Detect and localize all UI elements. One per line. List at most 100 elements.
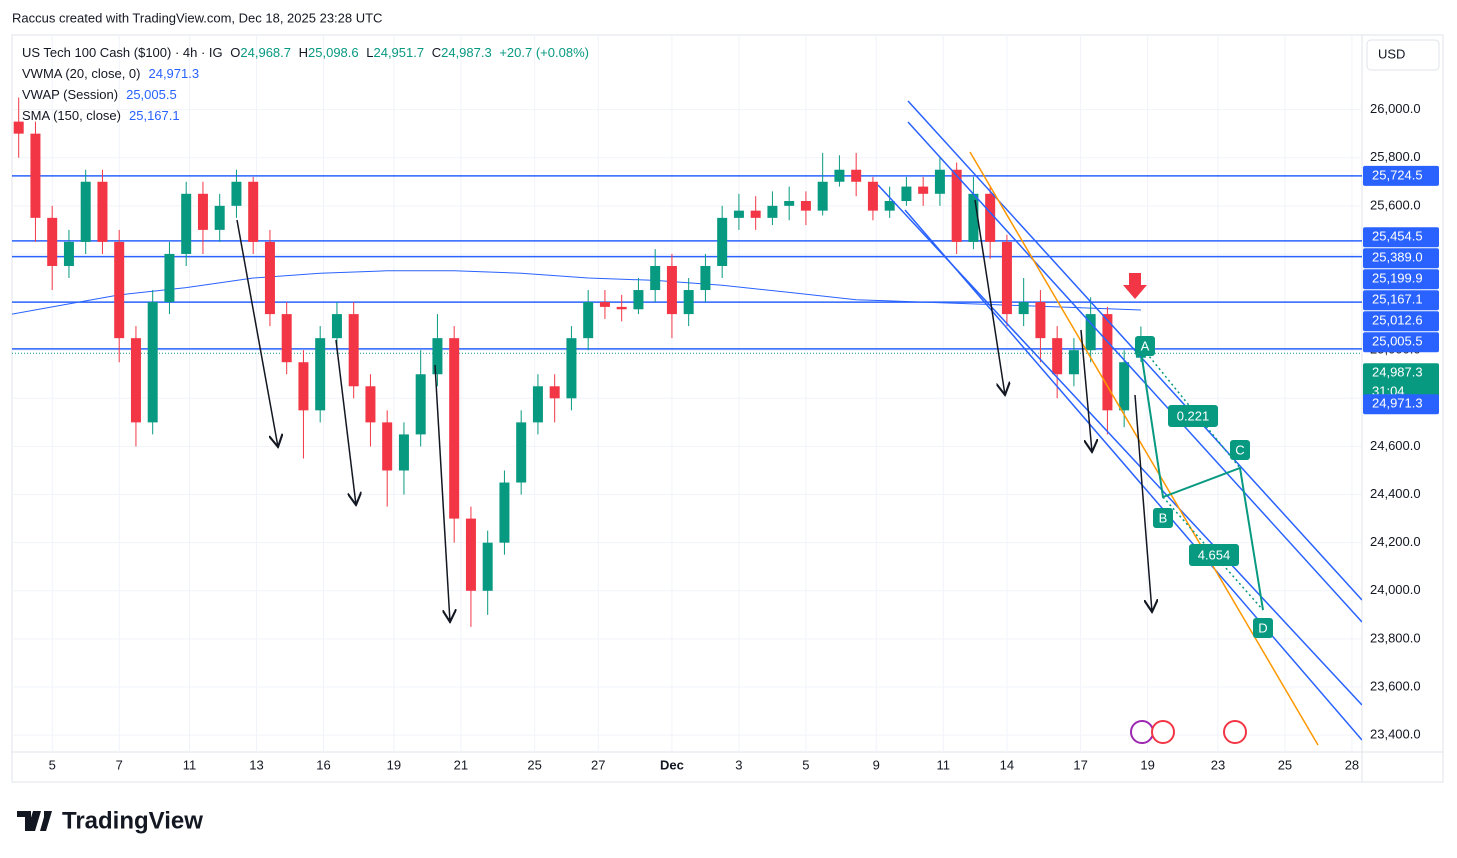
arrow <box>974 199 1005 395</box>
candle-body <box>1119 362 1130 411</box>
ratio-label: 4.654 <box>1198 547 1231 562</box>
currency[interactable]: USD <box>1378 46 1405 61</box>
x-tick-label: 14 <box>1000 757 1014 772</box>
candle-body <box>800 201 811 211</box>
candle-body <box>97 181 108 242</box>
candle-body <box>281 314 292 363</box>
candle-body <box>147 302 158 423</box>
candle-body <box>834 169 845 182</box>
candle-body <box>315 338 326 411</box>
candle-body <box>1018 302 1029 315</box>
candle-body <box>47 217 58 266</box>
ohlc-key: O <box>230 45 240 60</box>
candle-body <box>968 193 979 242</box>
x-tick-label: 23 <box>1211 757 1225 772</box>
indicator-legend: SMA (150, close) 25,167.1 <box>22 108 180 123</box>
candle-body <box>382 422 393 471</box>
candle-body <box>650 265 661 291</box>
ratio-label-box <box>1189 544 1239 566</box>
y-tick-label: 25,800.0 <box>1370 149 1421 164</box>
abcd-ratio-line <box>1139 344 1241 469</box>
x-tick-label: 19 <box>1140 757 1154 772</box>
currency-button[interactable] <box>1366 39 1440 71</box>
candle-body <box>683 290 694 315</box>
candle-body <box>918 186 929 194</box>
candle-body <box>13 121 24 134</box>
point-label-box <box>1135 336 1155 356</box>
event-icon <box>1151 720 1175 744</box>
abcd-pattern <box>1139 344 1264 611</box>
trend-line <box>969 151 1319 746</box>
ratio-label-box <box>1168 405 1218 427</box>
ohlc-value: 24,987.3 <box>441 45 492 60</box>
candle-body <box>365 386 376 423</box>
channel-line <box>907 121 1362 623</box>
sma-line <box>12 270 1141 315</box>
candle-body <box>1102 314 1113 411</box>
candle-body <box>566 338 577 399</box>
point-label-box <box>1253 618 1273 638</box>
x-tick-label: 9 <box>873 757 880 772</box>
point-label-box <box>1153 508 1173 528</box>
header-text: Raccus created with TradingView.com, Dec… <box>12 10 382 25</box>
arrow <box>1080 329 1092 452</box>
x-tick-label: Dec <box>660 757 684 772</box>
candle-body <box>599 302 610 307</box>
price-label-box <box>1363 269 1439 290</box>
point-label: A <box>1141 338 1150 353</box>
candle-body <box>482 542 493 591</box>
candle-body <box>231 181 242 206</box>
arrow <box>335 339 356 505</box>
legend-line: US Tech 100 Cash ($100) · 4h · IG O24,96… <box>22 45 589 60</box>
indicator-name: SMA (150, close) <box>22 108 121 123</box>
price-label: 25,005.5 <box>1372 334 1423 349</box>
candle-body <box>331 314 342 339</box>
x-tick-label: 5 <box>49 757 56 772</box>
candle-body <box>633 290 644 310</box>
candle-body <box>616 306 627 310</box>
x-tick-label: 21 <box>454 757 468 772</box>
x-tick-label: 28 <box>1345 757 1359 772</box>
candle-body <box>817 181 828 211</box>
event-icon <box>1130 720 1154 744</box>
indicator-value: 25,005.5 <box>126 87 177 102</box>
candle-body <box>767 205 778 218</box>
price-label: 25,167.1 <box>1372 292 1423 307</box>
price-label: 25,012.6 <box>1372 313 1423 328</box>
candle-body <box>114 241 125 339</box>
price-label-box <box>1363 227 1439 248</box>
indicator-name: VWMA (20, close, 0) <box>22 66 140 81</box>
indicator-legend: VWMA (20, close, 0) 24,971.3 <box>22 66 199 81</box>
price-label: 25,389.0 <box>1372 250 1423 265</box>
candle-body <box>30 133 41 218</box>
ohlc-value: 24,951.7 <box>373 45 424 60</box>
ratio-label: 0.221 <box>1177 408 1210 423</box>
y-tick-label: 24,200.0 <box>1370 534 1421 549</box>
candle-body <box>934 169 945 194</box>
x-tick-label: 3 <box>735 757 742 772</box>
price-label-box <box>1363 165 1439 186</box>
x-tick-label: 16 <box>316 757 330 772</box>
candle-body <box>164 253 175 303</box>
y-tick-label: 24,400.0 <box>1370 486 1421 501</box>
x-tick-label: 17 <box>1073 757 1087 772</box>
x-tick-label: 7 <box>116 757 123 772</box>
legend: US Tech 100 Cash ($100) · 4h · IG O24,96… <box>22 45 589 123</box>
price-label: 24,987.3 <box>1372 365 1423 380</box>
y-tick-label: 25,600.0 <box>1370 197 1421 212</box>
y-tick-label: 23,400.0 <box>1370 727 1421 742</box>
price-label: 25,454.5 <box>1372 229 1423 244</box>
candle-body <box>398 434 409 471</box>
candle-body <box>449 338 460 519</box>
candle-body <box>951 169 962 242</box>
candle-body <box>985 193 996 242</box>
y-tick-label: 23,600.0 <box>1370 678 1421 693</box>
candle-body <box>583 302 594 339</box>
price-label-box <box>1363 311 1439 332</box>
candle-body <box>264 241 275 315</box>
indicator-value: 25,167.1 <box>129 108 180 123</box>
price-label-box <box>1363 290 1439 311</box>
candle-body <box>465 518 476 591</box>
